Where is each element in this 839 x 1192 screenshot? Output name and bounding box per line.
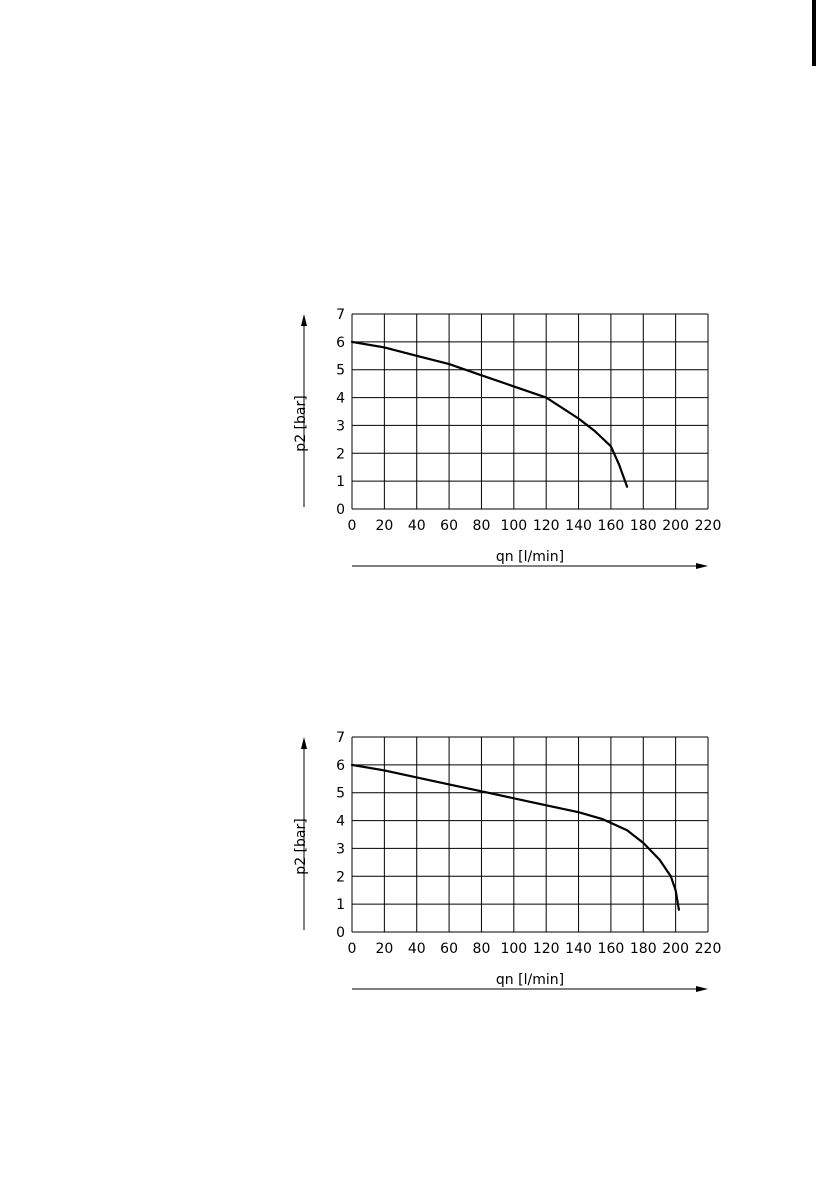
x-tick-label: 200 [662, 518, 689, 534]
pressure-flow-chart-1: 0 20 40 60 80 100 120 140 160 180 200 220 0 1 2 3 4 5 6 7 qn… [293, 307, 722, 569]
x-axis-arrowhead [696, 563, 708, 569]
page-edge-marker [812, 0, 816, 66]
x-tick-label: 140 [565, 518, 592, 534]
x-tick-label: 160 [598, 941, 625, 957]
y-tick-label: 4 [336, 814, 345, 830]
x-tick-label: 220 [695, 941, 722, 957]
y-tick-label: 1 [336, 474, 345, 490]
x-tick-label: 200 [662, 941, 689, 957]
y-tick-label: 1 [336, 897, 345, 913]
x-tick-label: 120 [533, 518, 560, 534]
x-tick-label: 80 [473, 518, 491, 534]
x-axis-label: qn [l/min] [496, 972, 564, 988]
x-tick-label: 40 [408, 941, 426, 957]
y-tick-label: 6 [336, 758, 345, 774]
x-tick-label: 100 [500, 941, 527, 957]
y-tick-label: 3 [336, 841, 345, 857]
y-tick-label: 5 [336, 363, 345, 379]
y-tick-label: 7 [336, 730, 345, 746]
x-tick-label: 120 [533, 941, 560, 957]
y-axis-label: p2 [bar] [293, 818, 309, 874]
x-tick-label: 220 [695, 518, 722, 534]
x-axis-label: qn [l/min] [496, 549, 564, 565]
x-tick-label: 180 [630, 941, 657, 957]
x-tick-label: 180 [630, 518, 657, 534]
y-tick-label: 2 [336, 869, 345, 885]
x-tick-label: 40 [408, 518, 426, 534]
y-tick-label: 5 [336, 786, 345, 802]
x-tick-label: 0 [348, 941, 357, 957]
x-tick-label: 20 [375, 941, 393, 957]
y-tick-label: 7 [336, 307, 345, 323]
x-tick-label: 60 [440, 518, 458, 534]
y-tick-label: 6 [336, 335, 345, 351]
x-tick-label: 80 [473, 941, 491, 957]
y-axis-arrowhead [301, 737, 307, 749]
series-line [350, 763, 681, 911]
y-tick-label: 4 [336, 391, 345, 407]
grid [351, 313, 709, 510]
y-tick-label: 0 [336, 925, 345, 941]
y-axis-arrowhead [301, 314, 307, 326]
y-tick-label: 0 [336, 502, 345, 518]
x-axis-arrowhead [696, 986, 708, 992]
y-tick-label: 3 [336, 418, 345, 434]
x-tick-label: 160 [598, 518, 625, 534]
x-tick-label: 140 [565, 941, 592, 957]
y-tick-label: 2 [336, 446, 345, 462]
x-tick-label: 20 [375, 518, 393, 534]
grid [351, 736, 709, 933]
y-axis-label: p2 [bar] [293, 395, 309, 451]
x-tick-label: 0 [348, 518, 357, 534]
pressure-flow-chart-2: 0 20 40 60 80 100 120 140 160 180 200 220 0 1 2 3 4 5 6 7 qn… [293, 730, 722, 992]
x-tick-label: 100 [500, 518, 527, 534]
x-tick-label: 60 [440, 941, 458, 957]
series-line [350, 340, 629, 488]
